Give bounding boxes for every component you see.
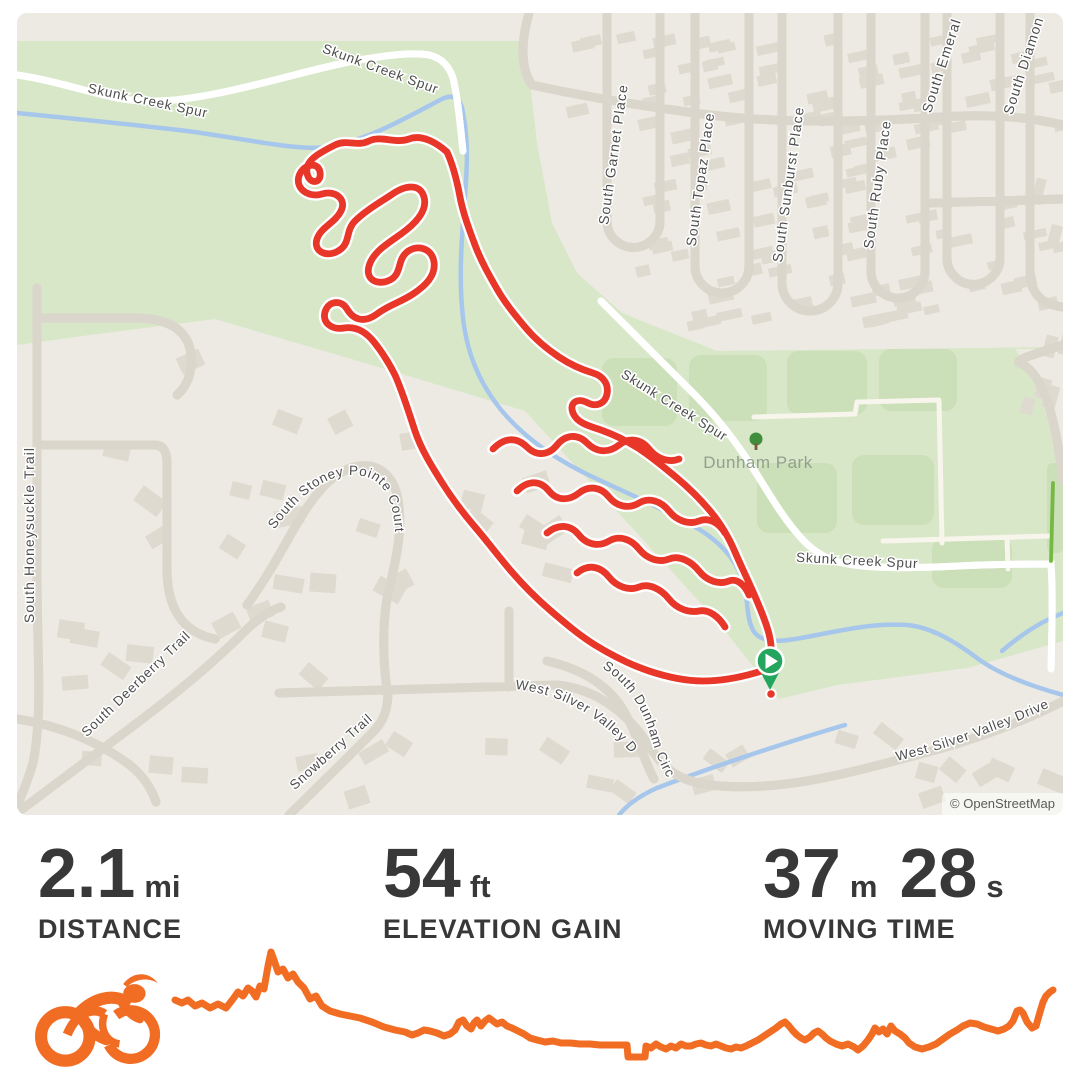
distance-value: 2.1 [38,834,136,912]
time-seconds-unit: s [986,869,1004,904]
play-icon [765,653,778,669]
elevation-label: ELEVATION GAIN [383,914,623,944]
time-minutes-unit: m [849,869,878,904]
street-label-garnet: South Garnet Place [595,83,631,226]
sports-fields [602,349,1063,588]
time-minutes-value: 37 [763,834,841,912]
distance-label: DISTANCE [38,914,183,944]
tree-icon [749,432,763,450]
stat-elevation-gain: 54 ft ELEVATION GAIN [383,838,623,945]
elevation-line [171,948,1057,1061]
street-label-silver-valley-east: West Silver Valley Drive [894,696,1051,764]
roads [17,13,1063,815]
map-attribution[interactable]: © OpenStreetMap [942,793,1063,815]
elevation-unit: ft [469,869,491,904]
skunk-creek-spur-trail [17,54,1053,673]
route-map[interactable]: Skunk Creek Spur Skunk Creek Spur Skunk … [17,13,1063,815]
rider-hair-swoosh [123,974,158,987]
start-marker [755,646,785,700]
time-label: MOVING TIME [763,914,956,944]
elevation-value: 54 [383,834,461,912]
route-end-dot [765,688,777,700]
map-canvas: Skunk Creek Spur Skunk Creek Spur Skunk … [17,13,1063,815]
rider-head [123,984,146,1003]
distance-unit: mi [144,869,181,904]
stat-distance: 2.1 mi DISTANCE [38,838,182,945]
cyclist-logo-icon [28,954,168,1074]
park-label: Dunham Park [703,432,812,472]
park-paths [751,397,1052,572]
street-label-sunburst: South Sunburst Place [769,105,807,263]
elevation-profile-chart [171,948,1057,1061]
stat-moving-time: 37 m 28 s MOVING TIME [763,838,1004,945]
time-seconds-value: 28 [899,834,978,912]
street-label-honeysuckle: South Honeysuckle Trail [21,447,37,623]
svg-text:Dunham Park: Dunham Park [703,453,812,472]
